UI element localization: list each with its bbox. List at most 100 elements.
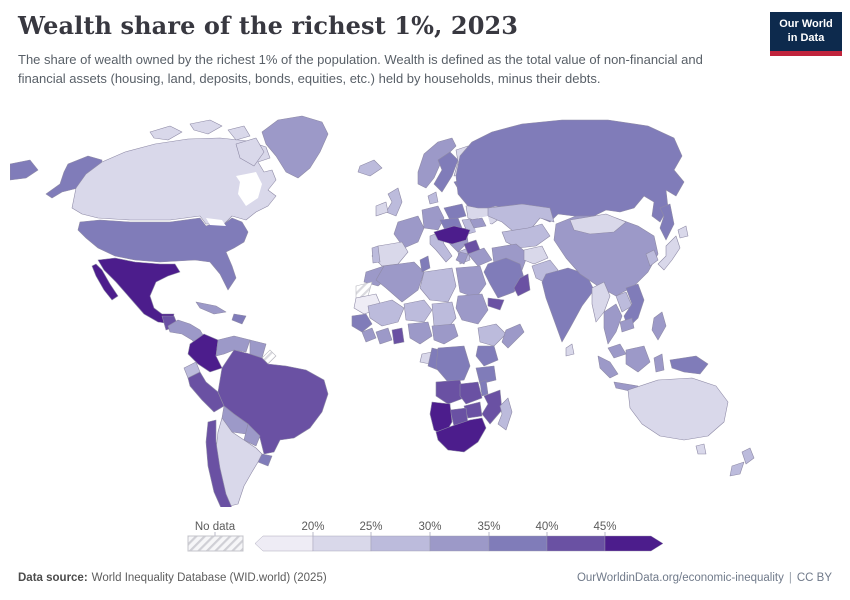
country-alaska[interactable] xyxy=(45,155,103,199)
country-india[interactable] xyxy=(541,267,595,343)
country-new-zealand[interactable] xyxy=(729,447,755,477)
country-mali[interactable] xyxy=(367,299,405,327)
country-senegal[interactable] xyxy=(351,313,373,333)
country-niger[interactable] xyxy=(403,299,433,323)
legend-tick-label: 40% xyxy=(535,521,558,533)
country-germany[interactable] xyxy=(421,205,445,231)
legend-bin-under-20[interactable] xyxy=(254,535,314,552)
legend-tick-label: 20% xyxy=(301,521,324,533)
country-ireland[interactable] xyxy=(375,201,389,217)
legend-bin-over-45[interactable] xyxy=(604,535,664,552)
country-uk[interactable] xyxy=(385,187,403,217)
country-australia[interactable] xyxy=(627,377,729,455)
country-greenland[interactable] xyxy=(261,115,329,179)
country-usa[interactable] xyxy=(77,217,249,291)
country-turkey[interactable] xyxy=(433,225,471,245)
country-ivory-coast[interactable] xyxy=(375,327,393,345)
country-central-asia[interactable] xyxy=(501,223,551,249)
country-denmark[interactable] xyxy=(427,191,439,205)
owid-logo-line1: Our World xyxy=(779,18,833,30)
country-angola[interactable] xyxy=(435,379,465,405)
country-cuba[interactable] xyxy=(195,301,227,315)
country-russia-kamchatka[interactable] xyxy=(659,203,675,241)
country-kenya[interactable] xyxy=(475,345,499,367)
country-libya[interactable] xyxy=(419,267,457,303)
country-hispaniola[interactable] xyxy=(231,313,247,325)
country-ghana[interactable] xyxy=(391,327,405,345)
legend-tick-label: 30% xyxy=(418,521,441,533)
country-baffin-island[interactable] xyxy=(235,137,265,167)
country-jordan[interactable] xyxy=(455,251,469,265)
country-south-korea[interactable] xyxy=(645,249,659,267)
country-france[interactable] xyxy=(393,215,425,249)
country-drc[interactable] xyxy=(435,345,471,383)
owid-url-link[interactable]: OurWorldinData.org/economic-inequality xyxy=(576,572,784,584)
country-mozambique[interactable] xyxy=(481,389,503,425)
country-cameroon[interactable] xyxy=(431,323,459,345)
country-canada[interactable] xyxy=(71,137,277,225)
country-iraq[interactable] xyxy=(467,247,493,267)
data-source-label: Data source: xyxy=(18,572,88,584)
legend-bin-35-40[interactable] xyxy=(488,535,548,552)
country-new-guinea[interactable] xyxy=(669,355,709,375)
page-title: Wealth share of the richest 1%, 2023 xyxy=(18,11,519,40)
country-sri-lanka[interactable] xyxy=(565,343,575,357)
country-russia[interactable] xyxy=(455,119,685,223)
chart-header: Wealth share of the richest 1%, 2023 Our… xyxy=(18,11,842,89)
country-arctic-islands[interactable] xyxy=(149,119,251,141)
country-guinea[interactable] xyxy=(361,327,377,343)
chart-footer: Data source: World Inequality Database (W… xyxy=(18,572,832,584)
country-afghanistan[interactable] xyxy=(523,245,549,265)
country-cambodia[interactable] xyxy=(619,317,635,333)
country-mexico[interactable] xyxy=(91,257,181,325)
world-map xyxy=(10,112,840,507)
legend-svg: No data 20% 25% 30% 35% 40% 45% xyxy=(187,521,664,552)
legend-tick-label: 35% xyxy=(477,521,500,533)
country-chukotka-wrap[interactable] xyxy=(10,159,39,181)
legend-bin-25-30[interactable] xyxy=(370,535,431,552)
country-poland[interactable] xyxy=(443,203,467,221)
world-map-svg xyxy=(10,115,755,507)
chart-subtitle: The share of wealth owned by the richest… xyxy=(18,51,703,87)
legend-bin-30-35[interactable] xyxy=(429,535,490,552)
country-yemen[interactable] xyxy=(487,297,505,311)
legend-tick-label: 25% xyxy=(359,521,382,533)
country-philippines[interactable] xyxy=(651,311,667,341)
country-ethiopia[interactable] xyxy=(477,323,507,347)
country-malaysia[interactable] xyxy=(607,343,627,359)
legend-no-data-swatch[interactable] xyxy=(187,535,244,552)
country-tunisia[interactable] xyxy=(419,255,431,273)
country-thailand[interactable] xyxy=(603,303,623,345)
country-oman[interactable] xyxy=(513,273,531,297)
country-tanzania[interactable] xyxy=(475,365,497,385)
country-somalia[interactable] xyxy=(501,323,525,349)
country-zambia[interactable] xyxy=(459,381,483,405)
country-south-africa[interactable] xyxy=(435,417,487,453)
country-paraguay[interactable] xyxy=(243,423,261,447)
country-sweden[interactable] xyxy=(433,151,459,193)
hudson-bay xyxy=(236,172,262,206)
legend-no-data-label: No data xyxy=(195,521,236,533)
country-algeria[interactable] xyxy=(375,261,425,303)
country-mongolia[interactable] xyxy=(569,213,627,235)
data-source-value: World Inequality Database (WID.world) (2… xyxy=(91,572,327,584)
map-legend: No data 20% 25% 30% 35% 40% 45% xyxy=(183,514,683,556)
country-malawi[interactable] xyxy=(479,379,489,397)
country-portugal[interactable] xyxy=(371,245,381,264)
country-madagascar[interactable] xyxy=(497,397,513,431)
license-label: CC BY xyxy=(796,572,832,584)
country-caucasus[interactable] xyxy=(469,217,487,229)
legend-bin-20-25[interactable] xyxy=(312,535,372,552)
country-iceland[interactable] xyxy=(357,159,383,177)
country-chile[interactable] xyxy=(205,419,232,507)
country-kazakhstan[interactable] xyxy=(487,203,555,233)
footer-divider: | xyxy=(788,572,792,584)
country-nigeria[interactable] xyxy=(407,321,433,345)
country-japan[interactable] xyxy=(657,225,689,271)
country-venezuela[interactable] xyxy=(215,335,251,357)
country-egypt[interactable] xyxy=(455,265,487,299)
country-sudan[interactable] xyxy=(455,293,489,325)
owid-logo[interactable]: Our World in Data xyxy=(770,12,842,56)
legend-bin-40-45[interactable] xyxy=(546,535,606,552)
